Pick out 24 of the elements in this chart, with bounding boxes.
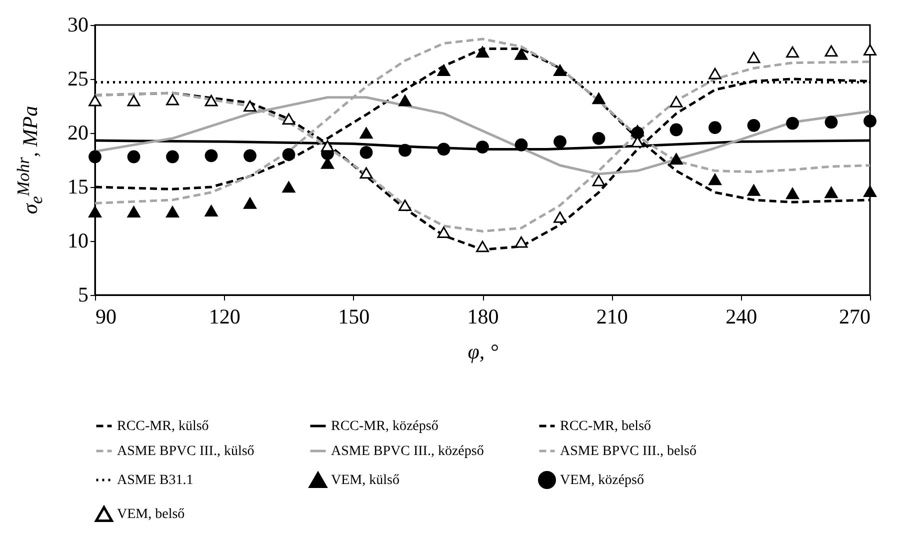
- y-tick-label: 5: [78, 282, 88, 306]
- legend-label: ASME B31.1: [117, 473, 194, 488]
- legend-label: RCC-MR, belső: [560, 419, 652, 434]
- legend-label: RCC-MR, külső: [117, 419, 209, 434]
- x-tick-label: 120: [208, 304, 240, 328]
- legend-label: ASME BPVC III., külső: [117, 444, 254, 459]
- y-tick-label: 25: [68, 66, 88, 90]
- x-tick-label: 90: [96, 304, 116, 328]
- x-axis-title: φ, °: [468, 340, 499, 364]
- y-tick-label: 30: [68, 12, 88, 36]
- x-tick-label: 240: [726, 304, 758, 328]
- x-tick-label: 150: [338, 304, 370, 328]
- y-tick-label: 15: [68, 174, 88, 198]
- x-tick-label: 210: [596, 304, 628, 328]
- legend-label: VEM, belső: [117, 507, 185, 522]
- y-tick-label: 20: [68, 120, 88, 144]
- legend-label: ASME BPVC III., középső: [331, 444, 484, 459]
- legend-label: VEM, középső: [560, 473, 644, 488]
- x-tick-label: 180: [467, 304, 499, 328]
- legend-label: VEM, külső: [331, 473, 400, 488]
- legend-label: ASME BPVC III., belső: [560, 444, 697, 459]
- x-tick-label: 270: [839, 304, 870, 328]
- legend-label: RCC-MR, középső: [331, 419, 438, 434]
- y-tick-label: 10: [68, 228, 88, 252]
